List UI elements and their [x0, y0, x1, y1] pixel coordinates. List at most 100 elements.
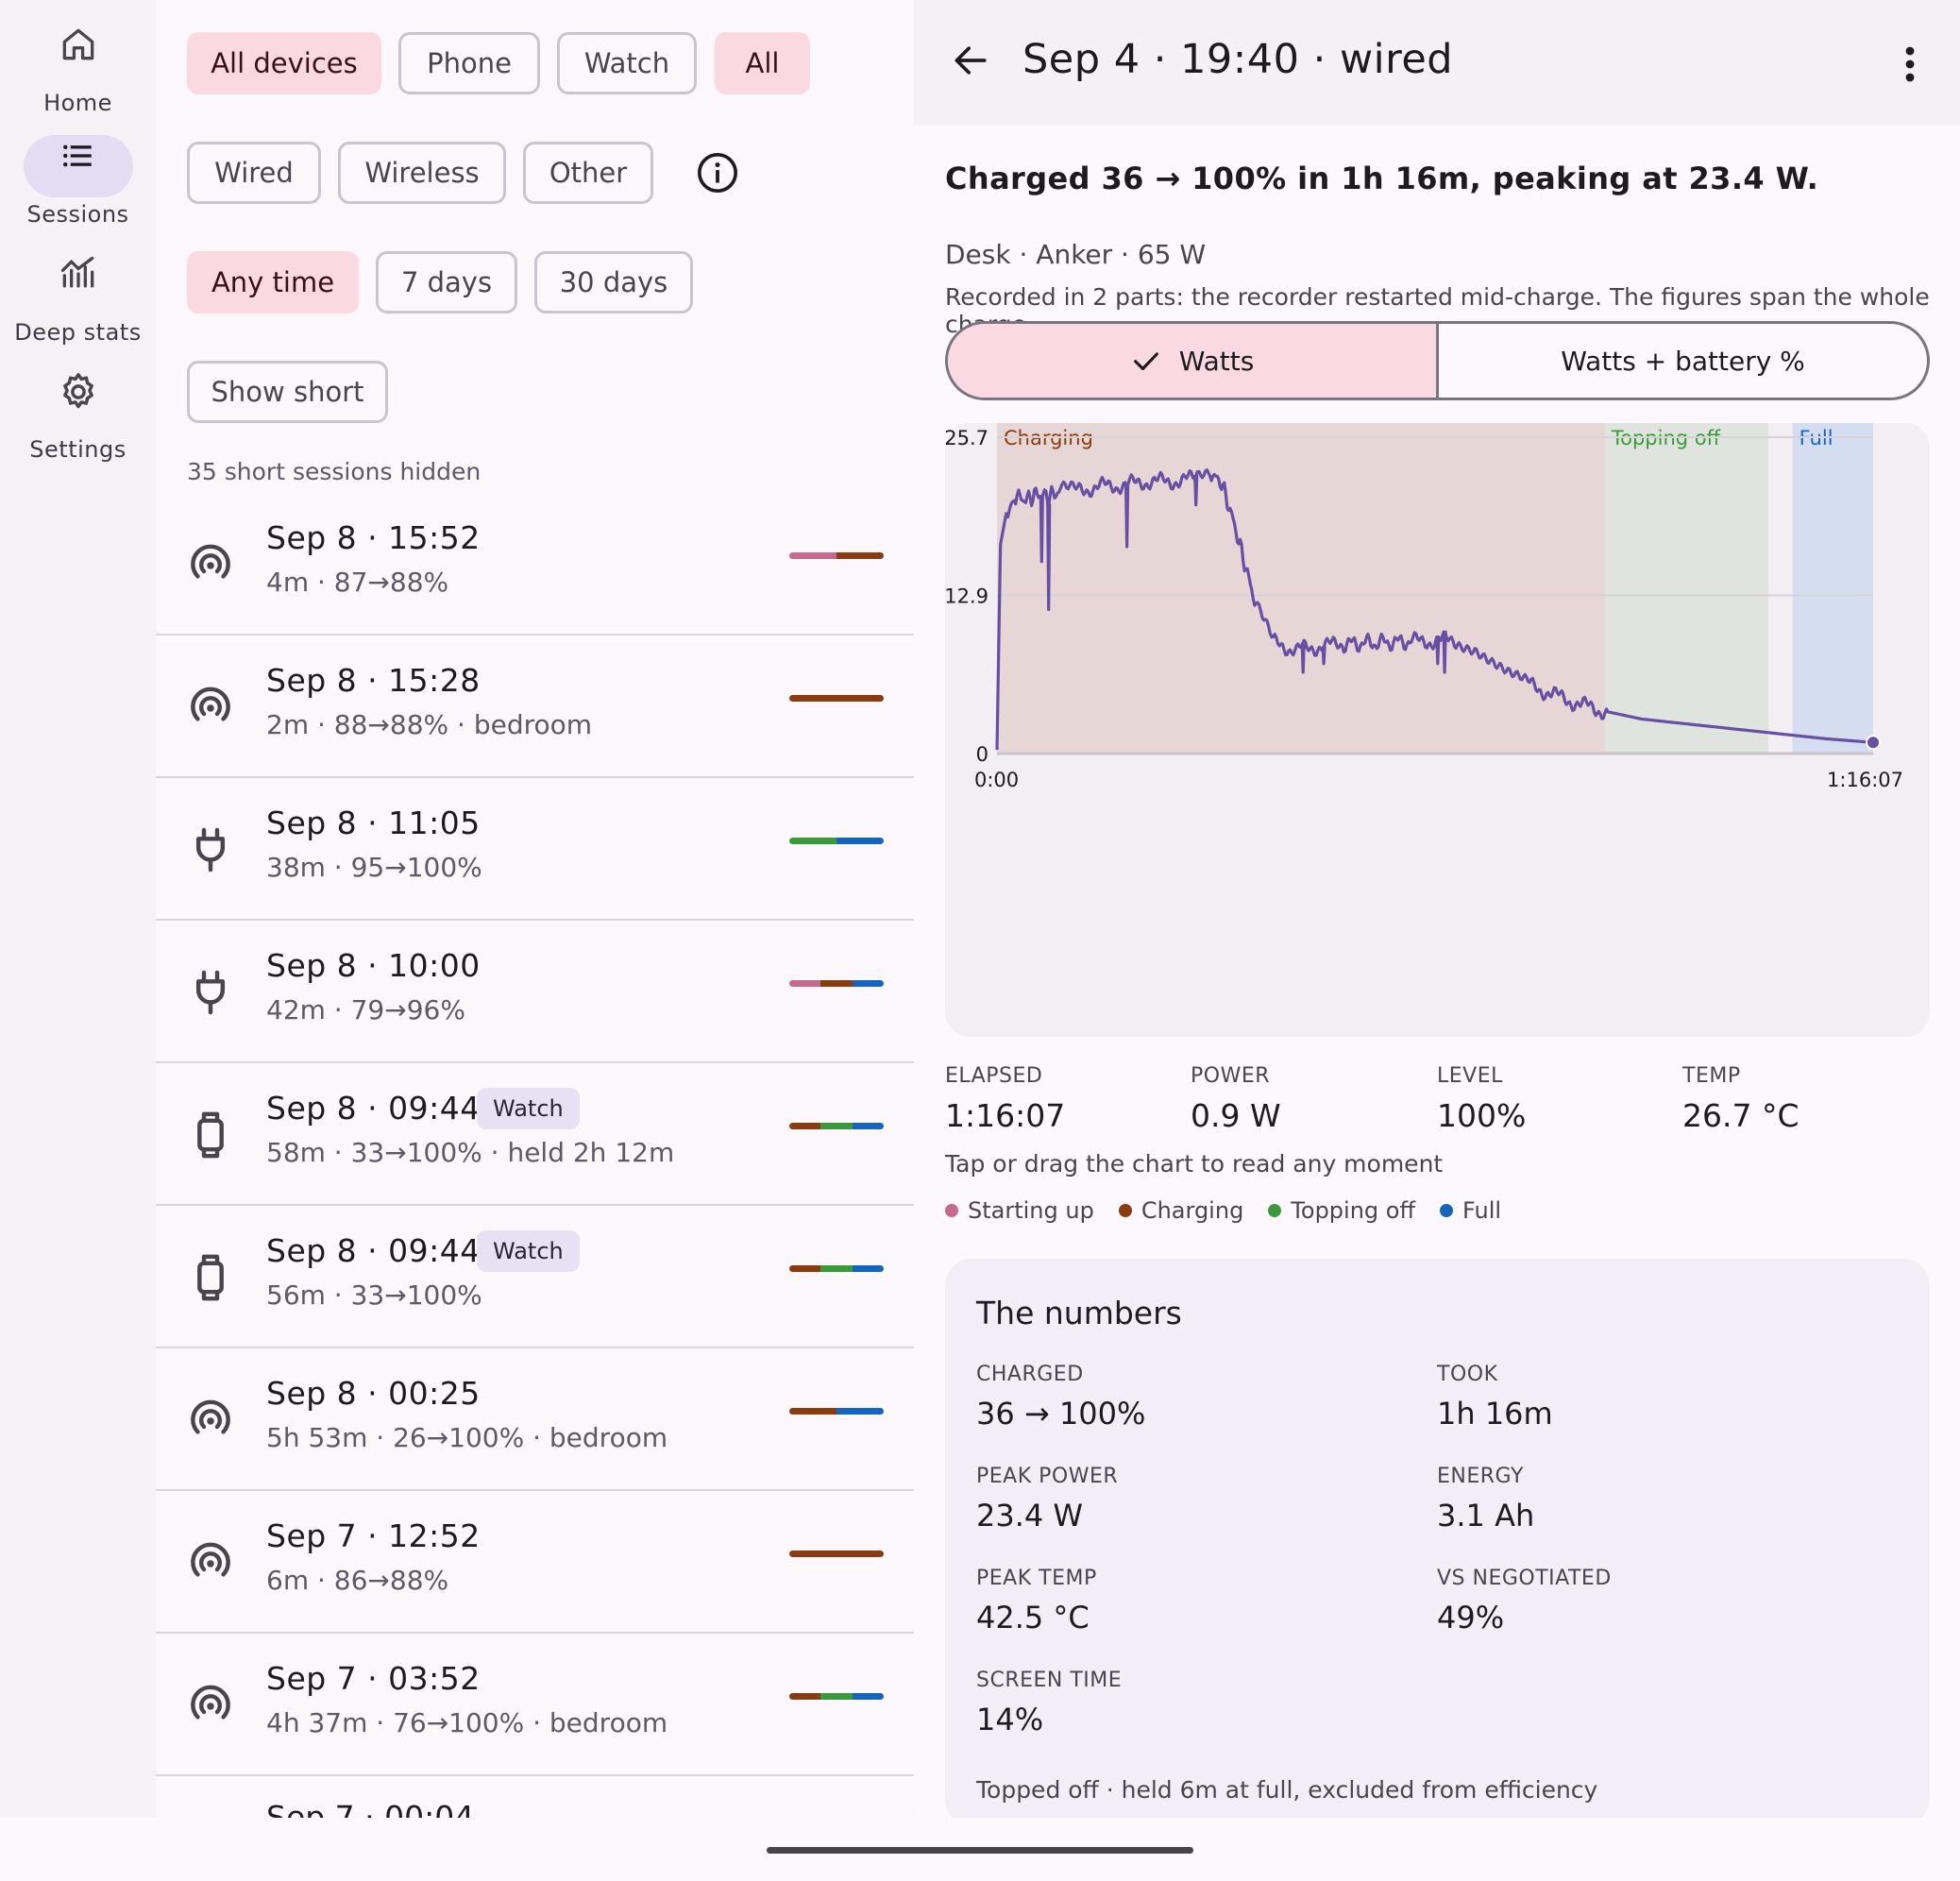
- session-subtitle: 38m · 95→100%: [266, 852, 482, 883]
- watts-toggle-button[interactable]: Watts: [948, 324, 1439, 398]
- readout-elapsed-value: 1:16:07: [945, 1097, 1066, 1134]
- filter-30-days-chip[interactable]: 30 days: [534, 251, 693, 314]
- readout-level: LEVEL 100%: [1437, 1064, 1526, 1134]
- stat-value: 14%: [976, 1702, 1044, 1737]
- session-row[interactable]: Sep 8 · 09:44 Watch 58m · 33→100% · held 2…: [156, 1063, 914, 1206]
- phase-bar-segment: [820, 1123, 853, 1129]
- phase-bar: [789, 980, 884, 987]
- phase-bar-segment: [852, 980, 884, 987]
- stat-vs-negotiated: VS NEGOTIATED 49%: [1437, 1567, 1612, 1635]
- stat-value: 3.1 Ah: [1437, 1498, 1535, 1534]
- readout-level-label: LEVEL: [1437, 1064, 1503, 1088]
- info-icon[interactable]: [696, 151, 739, 198]
- watts-battery-toggle-button[interactable]: Watts + battery %: [1439, 324, 1927, 398]
- session-row[interactable]: Sep 8 · 15:28 2m · 88→88% · bedroom: [156, 635, 914, 778]
- stat-label: CHARGED: [976, 1363, 1084, 1386]
- filter-wireless-chip[interactable]: Wireless: [338, 142, 506, 204]
- gesture-area: [0, 1818, 1960, 1881]
- show-short-chip[interactable]: Show short: [187, 361, 388, 423]
- session-row[interactable]: Sep 7 · 03:52 4h 37m · 76→100% · bedroom: [156, 1634, 914, 1776]
- wireless-icon: [184, 1679, 237, 1732]
- legend-label: Charging: [1141, 1197, 1244, 1224]
- device-badge: Watch: [477, 1230, 580, 1272]
- stat-took: TOOK 1h 16m: [1437, 1363, 1553, 1432]
- legend-starting-up: Starting up: [945, 1197, 1094, 1224]
- legend-topping-off: Topping off: [1268, 1197, 1415, 1224]
- stat-value: 1h 16m: [1437, 1396, 1553, 1432]
- session-row[interactable]: Sep 8 · 15:52 4m · 87→88%: [156, 493, 914, 635]
- filter-wired-chip[interactable]: Wired: [187, 142, 321, 204]
- list-item-partial-title: Sep 7 · 00:04: [266, 1799, 475, 1818]
- phase-bar: [789, 695, 884, 702]
- session-row[interactable]: Sep 8 · 00:25 5h 53m · 26→100% · bedroom: [156, 1348, 914, 1491]
- y-tick-label: 0: [976, 743, 988, 766]
- session-title: Sep 8 · 15:28: [266, 662, 481, 699]
- session-subtitle: 56m · 33→100%: [266, 1279, 482, 1311]
- stat-value: 42.5 °C: [976, 1600, 1090, 1635]
- stat-label: PEAK TEMP: [976, 1567, 1097, 1590]
- session-title: Sep 8 · 11:05: [266, 805, 481, 841]
- phase-bar-segment: [789, 695, 884, 702]
- stat-screen-time: SCREEN TIME 14%: [976, 1669, 1122, 1737]
- stat-peak-temp: PEAK TEMP 42.5 °C: [976, 1567, 1097, 1635]
- filter-all-chip[interactable]: All: [715, 32, 810, 94]
- charge-summary: Charged 36 → 100% in 1h 16m, peaking at …: [945, 161, 1819, 196]
- session-row[interactable]: Sep 8 · 09:44 Watch 56m · 33→100%: [156, 1206, 914, 1348]
- gesture-handle[interactable]: [767, 1847, 1193, 1854]
- stat-value: 23.4 W: [976, 1498, 1084, 1534]
- session-subtitle: 2m · 88→88% · bedroom: [266, 709, 593, 740]
- phase-band: [1792, 423, 1873, 754]
- phase-bar: [789, 1551, 884, 1557]
- session-subtitle: 4h 37m · 76→100% · bedroom: [266, 1707, 668, 1738]
- phase-bar-segment: [820, 980, 853, 987]
- filter-any-time-chip[interactable]: Any time: [187, 251, 359, 314]
- session-row[interactable]: Sep 8 · 11:05 38m · 95→100%: [156, 778, 914, 921]
- filter-7-days-chip[interactable]: 7 days: [376, 251, 517, 314]
- filter-other-chip[interactable]: Other: [523, 142, 653, 204]
- phase-bar-segment: [789, 1551, 884, 1557]
- session-title: Sep 8 · 00:25: [266, 1375, 481, 1412]
- more-vert-icon[interactable]: [1902, 45, 1918, 87]
- session-subtitle: 5h 53m · 26→100% · bedroom: [266, 1422, 668, 1453]
- session-title: Sep 8 · 10:00: [266, 947, 481, 984]
- watch-icon: [184, 1109, 237, 1161]
- phase-legend: Starting up Charging Topping off Full: [945, 1197, 1526, 1224]
- session-row[interactable]: Sep 7 · 12:52 6m · 86→88%: [156, 1491, 914, 1634]
- legend-dot: [1440, 1204, 1453, 1217]
- rail-item-deep-stats[interactable]: Deep stats: [0, 243, 156, 346]
- phase-bar-segment: [836, 838, 884, 844]
- phase-bar-segment: [789, 1265, 821, 1272]
- legend-full: Full: [1440, 1197, 1501, 1224]
- phase-bar-segment: [852, 1693, 884, 1700]
- readout-level-value: 100%: [1437, 1097, 1527, 1134]
- phase-bar-segment: [789, 1408, 836, 1415]
- wireless-icon: [184, 681, 237, 734]
- rail-item-sessions[interactable]: Sessions: [0, 125, 156, 228]
- readout-elapsed-label: ELAPSED: [945, 1064, 1043, 1088]
- filter-phone-chip[interactable]: Phone: [398, 32, 540, 94]
- y-tick-label: 12.9: [945, 585, 988, 608]
- stat-value: 36 → 100%: [976, 1396, 1146, 1432]
- readout-power-label: POWER: [1191, 1064, 1271, 1088]
- filter-watch-chip[interactable]: Watch: [557, 32, 697, 94]
- numbers-card: The numbers CHARGED 36 → 100% TOOK 1h 16…: [945, 1259, 1930, 1825]
- phase-band: [997, 423, 1605, 754]
- session-row[interactable]: Sep 8 · 10:00 42m · 79→96%: [156, 921, 914, 1063]
- home-icon: [24, 24, 133, 86]
- back-arrow-icon[interactable]: [950, 40, 991, 85]
- phase-bar: [789, 1123, 884, 1129]
- chart-hint: Tap or drag the chart to read any moment: [945, 1150, 1444, 1178]
- session-detail-pane: Sep 4 · 19:40 · wired Charged 36 → 100% …: [914, 0, 1960, 1825]
- wireless-icon: [184, 1536, 237, 1589]
- phase-bar-segment: [789, 980, 821, 987]
- device-badge: Watch: [477, 1088, 580, 1129]
- power-chart[interactable]: Charging Topping off Full 25.7 12.9 0 0:00 1:16…: [945, 423, 1930, 1037]
- watts-battery-toggle-label: Watts + battery %: [1561, 345, 1805, 377]
- gear-icon: [24, 370, 133, 432]
- detail-title: Sep 4 · 19:40 · wired: [1022, 36, 1454, 83]
- filter-all-devices-chip[interactable]: All devices: [187, 32, 381, 94]
- readout-power: POWER 0.9 W: [1191, 1064, 1281, 1134]
- rail-item-settings[interactable]: Settings: [0, 360, 156, 463]
- rail-item-home[interactable]: Home: [0, 13, 156, 116]
